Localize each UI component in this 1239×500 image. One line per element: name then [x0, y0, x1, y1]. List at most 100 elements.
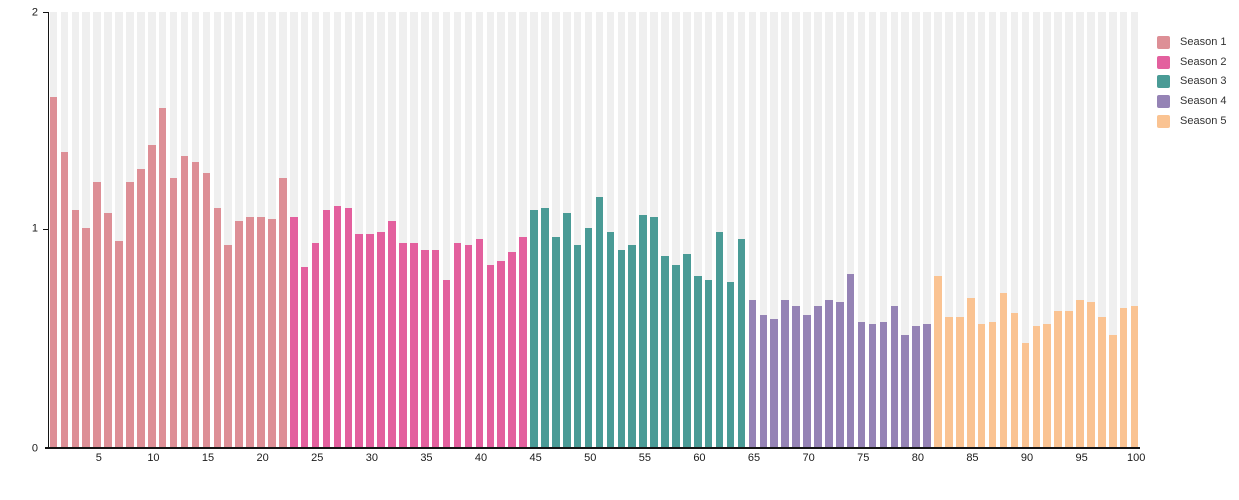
episode-bar-11[interactable] — [158, 107, 167, 448]
episode-bar-74[interactable] — [846, 273, 855, 448]
episode-bar-14[interactable] — [191, 162, 200, 448]
episode-bar-99[interactable] — [1119, 308, 1128, 448]
episode-bar-29[interactable] — [355, 234, 364, 448]
episode-bar-54[interactable] — [628, 245, 637, 448]
episode-bar-83[interactable] — [945, 317, 953, 448]
episode-bar-19[interactable] — [246, 216, 254, 448]
episode-bar-26[interactable] — [322, 210, 331, 448]
episode-bar-88[interactable] — [999, 293, 1008, 448]
episode-bar-62[interactable] — [715, 232, 724, 448]
episode-bar-40[interactable] — [475, 238, 484, 448]
episode-bar-9[interactable] — [137, 168, 145, 448]
legend-item-season-3[interactable]: Season 3 — [1157, 72, 1226, 92]
episode-bar-56[interactable] — [650, 216, 658, 448]
episode-bar-97[interactable] — [1098, 317, 1106, 448]
episode-bar-17[interactable] — [224, 245, 232, 448]
episode-bar-24[interactable] — [300, 267, 309, 448]
episode-bar-75[interactable] — [857, 321, 866, 448]
episode-bar-41[interactable] — [486, 264, 495, 448]
episode-bar-82[interactable] — [934, 275, 942, 448]
episode-bar-57[interactable] — [661, 256, 669, 448]
legend-item-season-4[interactable]: Season 4 — [1157, 92, 1226, 112]
episode-bar-44[interactable] — [519, 236, 527, 448]
episode-bar-15[interactable] — [202, 173, 211, 448]
episode-bar-98[interactable] — [1108, 334, 1117, 448]
episode-bar-70[interactable] — [803, 315, 811, 448]
episode-bar-42[interactable] — [497, 260, 505, 448]
episode-bar-13[interactable] — [180, 155, 189, 448]
episode-bar-51[interactable] — [595, 197, 604, 448]
episode-bar-49[interactable] — [573, 245, 582, 448]
episode-bar-94[interactable] — [1065, 310, 1073, 448]
episode-bar-95[interactable] — [1076, 299, 1084, 448]
episode-bar-90[interactable] — [1021, 343, 1030, 448]
episode-bar-31[interactable] — [377, 232, 385, 448]
episode-bar-71[interactable] — [814, 306, 822, 448]
episode-bar-64[interactable] — [737, 238, 746, 448]
episode-bar-35[interactable] — [420, 249, 429, 448]
episode-bar-52[interactable] — [606, 232, 615, 448]
episode-bar-46[interactable] — [541, 208, 549, 448]
episode-bar-58[interactable] — [672, 264, 680, 448]
episode-bar-47[interactable] — [552, 236, 560, 448]
episode-bar-37[interactable] — [442, 280, 451, 448]
episode-bar-45[interactable] — [530, 210, 538, 448]
episode-bar-5[interactable] — [93, 182, 101, 448]
episode-bar-92[interactable] — [1043, 323, 1051, 448]
episode-bar-33[interactable] — [399, 243, 407, 448]
episode-bar-16[interactable] — [213, 208, 222, 448]
episode-bar-59[interactable] — [683, 253, 691, 448]
episode-bar-2[interactable] — [60, 151, 69, 448]
episode-bar-93[interactable] — [1054, 310, 1062, 448]
episode-bar-80[interactable] — [912, 325, 920, 448]
legend-item-season-1[interactable]: Season 1 — [1157, 33, 1226, 53]
episode-bar-77[interactable] — [879, 321, 888, 448]
episode-bar-73[interactable] — [835, 301, 844, 448]
episode-bar-6[interactable] — [104, 212, 112, 448]
episode-bar-81[interactable] — [923, 323, 931, 448]
episode-bar-67[interactable] — [770, 319, 778, 448]
episode-bar-55[interactable] — [639, 214, 647, 448]
episode-bar-91[interactable] — [1032, 325, 1041, 448]
episode-bar-1[interactable] — [49, 97, 58, 448]
episode-bar-50[interactable] — [584, 227, 593, 448]
episode-bar-63[interactable] — [726, 282, 735, 448]
episode-bar-7[interactable] — [115, 240, 123, 448]
episode-bar-3[interactable] — [71, 210, 80, 448]
episode-bar-72[interactable] — [825, 299, 833, 448]
episode-bar-53[interactable] — [617, 249, 626, 448]
episode-bar-100[interactable] — [1130, 306, 1139, 448]
episode-bar-30[interactable] — [366, 234, 374, 448]
episode-bar-65[interactable] — [748, 299, 757, 448]
episode-bar-84[interactable] — [956, 317, 964, 448]
episode-bar-87[interactable] — [988, 321, 997, 448]
episode-bar-23[interactable] — [289, 216, 298, 448]
episode-bar-79[interactable] — [901, 334, 910, 448]
episode-bar-25[interactable] — [311, 243, 320, 448]
episode-bar-12[interactable] — [169, 177, 178, 448]
episode-bar-68[interactable] — [781, 299, 789, 448]
episode-bar-20[interactable] — [257, 216, 265, 448]
episode-bar-32[interactable] — [388, 221, 396, 448]
episode-bar-10[interactable] — [147, 144, 156, 448]
episode-bar-36[interactable] — [431, 249, 440, 448]
episode-bar-21[interactable] — [268, 219, 276, 448]
episode-bar-48[interactable] — [562, 212, 571, 448]
episode-bar-60[interactable] — [693, 275, 702, 448]
episode-bar-78[interactable] — [890, 306, 899, 448]
episode-bar-85[interactable] — [966, 297, 975, 448]
episode-bar-43[interactable] — [508, 251, 516, 448]
episode-bar-22[interactable] — [279, 177, 287, 448]
legend-item-season-5[interactable]: Season 5 — [1157, 111, 1226, 131]
episode-bar-61[interactable] — [704, 280, 713, 448]
episode-bar-27[interactable] — [333, 206, 342, 448]
episode-bar-66[interactable] — [759, 315, 768, 448]
episode-bar-69[interactable] — [792, 306, 800, 448]
episode-bar-8[interactable] — [126, 182, 134, 448]
legend-item-season-2[interactable]: Season 2 — [1157, 53, 1226, 73]
episode-bar-86[interactable] — [977, 323, 986, 448]
episode-bar-18[interactable] — [235, 221, 243, 448]
episode-bar-76[interactable] — [868, 323, 877, 448]
episode-bar-38[interactable] — [453, 243, 462, 448]
episode-bar-96[interactable] — [1087, 301, 1095, 448]
